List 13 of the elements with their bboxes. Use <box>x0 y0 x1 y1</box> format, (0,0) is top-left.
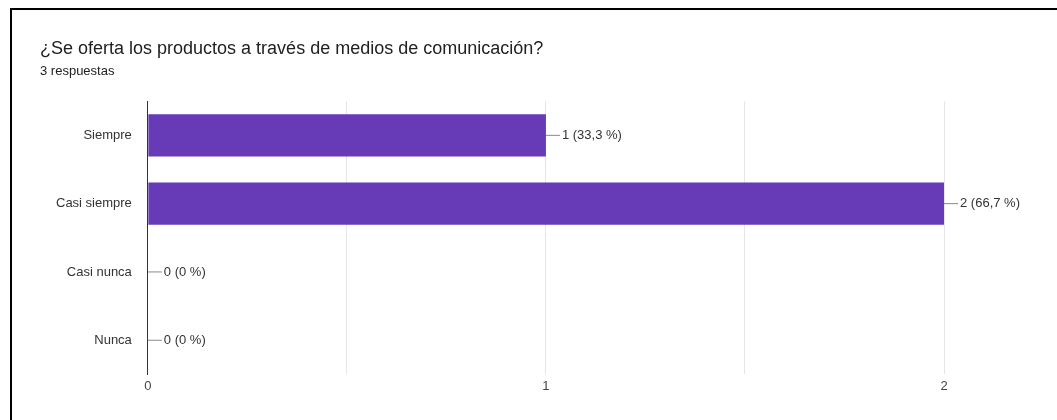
chart-title: ¿Se oferta los productos a través de medios de comunicación? <box>40 37 544 58</box>
x-tick-label: 2 <box>940 377 948 393</box>
data-label: 2 (66,7 %) <box>960 195 1020 211</box>
data-label: 1 (33,3 %) <box>561 126 622 142</box>
x-tick-label: 0 <box>144 377 152 393</box>
y-tick-label: Nunca <box>94 331 133 347</box>
y-tick-label: Siempre <box>83 126 132 142</box>
x-tick-label: 1 <box>542 377 550 393</box>
data-label: 0 (0 %) <box>163 331 206 347</box>
chart-subtitle: 3 respuestas <box>40 62 115 78</box>
y-tick-label: Casi nunca <box>66 263 133 279</box>
data-label: 0 (0 %) <box>163 263 206 279</box>
y-tick-label: Casi siempre <box>56 195 132 211</box>
